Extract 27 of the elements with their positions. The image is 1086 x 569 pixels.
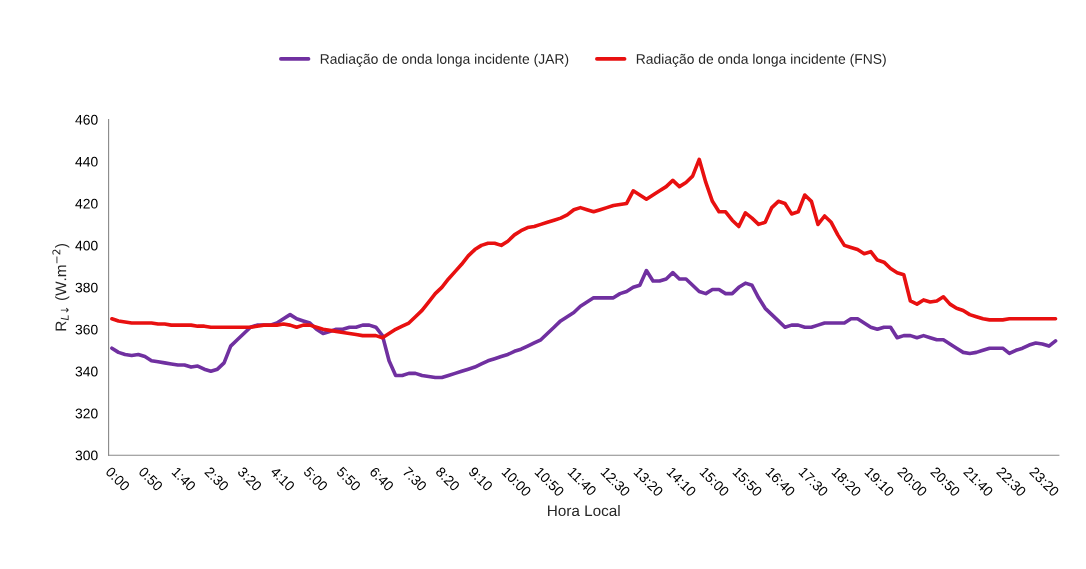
x-tick-label: 6:40	[369, 466, 395, 492]
x-tick-label: 0:50	[138, 466, 164, 492]
x-tick-label: 2:30	[204, 466, 230, 492]
x-tick-label: 1:40	[171, 466, 197, 492]
x-tick-label: 0:00	[105, 466, 131, 492]
x-tick-label: 5:00	[303, 466, 329, 492]
y-tick-label: 380	[75, 282, 98, 293]
y-tick-label: 320	[75, 408, 98, 419]
legend-label: Radiação de onda longa incidente (FNS)	[636, 53, 886, 67]
y-tick-label: 300	[75, 450, 98, 461]
x-axis-title: Hora Local	[548, 504, 620, 517]
x-tick-label: 3:20	[237, 466, 263, 492]
x-tick-label: 5:50	[336, 466, 362, 492]
x-tick-label: 8:20	[435, 466, 461, 492]
y-tick-label: 420	[75, 198, 98, 209]
y-tick-label: 440	[75, 156, 98, 167]
x-tick-label: 7:30	[402, 466, 428, 492]
y-tick-label: 360	[75, 324, 98, 335]
line-series	[110, 268, 1058, 380]
x-tick-label: 9:10	[468, 466, 494, 492]
y-tick-label: 400	[75, 240, 98, 251]
x-tick-label: 4:10	[269, 466, 296, 492]
y-tick-label: 340	[75, 366, 98, 377]
legend-label: Radiação de onda longa incidente (JAR)	[320, 53, 569, 67]
line-series	[110, 157, 1058, 340]
y-axis-title: R$_{L↓}$ (W.m$^{−2}$)	[52, 244, 70, 331]
y-tick-label: 460	[75, 114, 98, 125]
